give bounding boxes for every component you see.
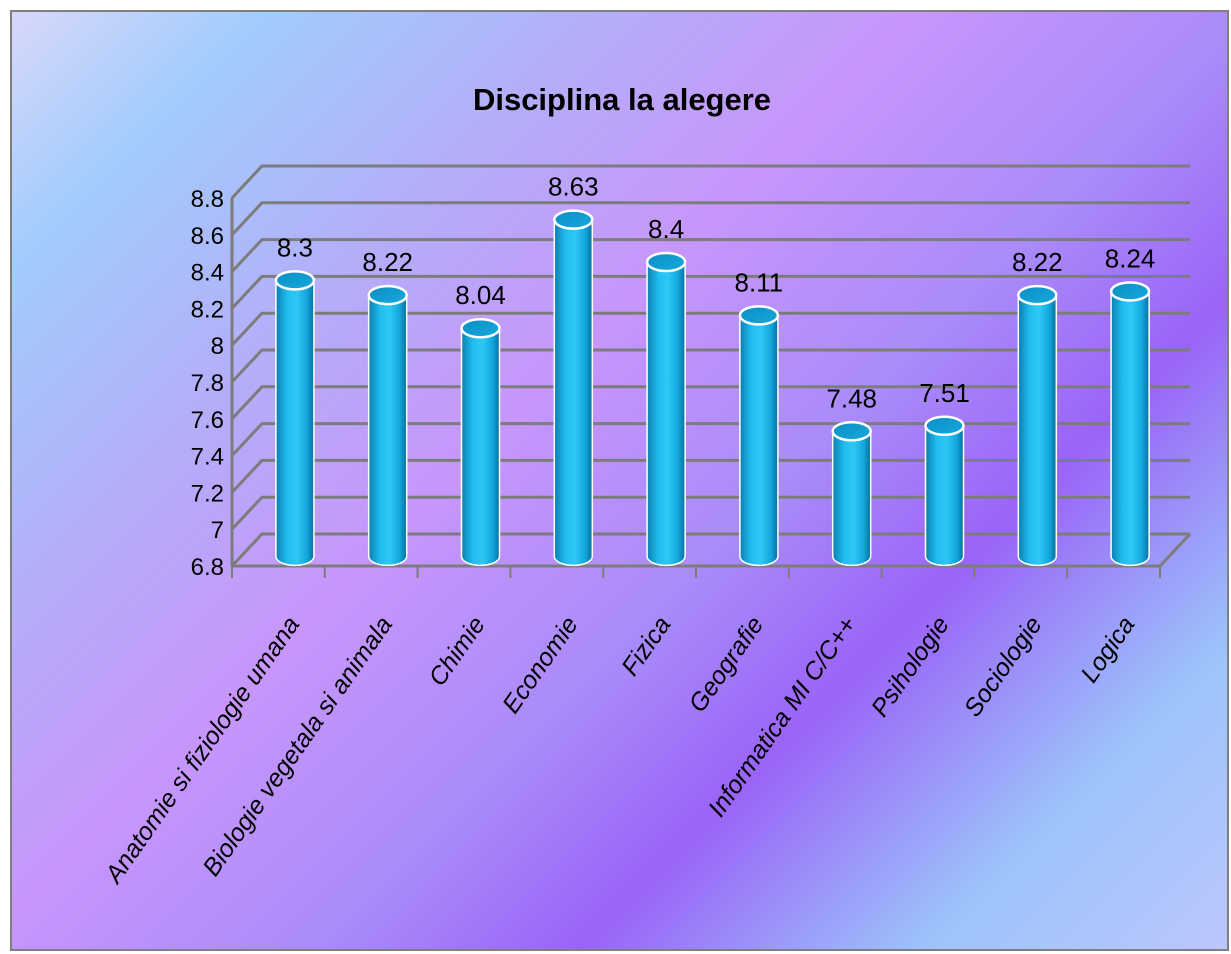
bar-top [1017,284,1058,306]
data-label: 8.04 [455,280,506,310]
bar-body [275,279,315,567]
bar [1017,284,1058,567]
x-tick-label: Economie [497,611,584,718]
bar-top [924,415,965,437]
bars [274,209,1151,567]
y-tick-label: 7.8 [191,370,224,397]
data-label: 8.24 [1105,243,1156,273]
gridline [230,495,1190,531]
gridline [230,532,1190,568]
bar [645,251,687,567]
data-label: 8.63 [548,172,599,202]
bar-body [367,294,408,567]
bar [553,209,594,567]
x-tick-label: Sociologie [959,611,1048,722]
bar-top [460,317,501,339]
y-tick-label: 8 [211,333,224,360]
x-tick-label: Chimie [423,611,491,691]
data-label: 8.4 [648,214,684,244]
bar-body [553,218,594,567]
bar [460,317,501,567]
y-tick-label: 8.4 [191,260,224,287]
gridline [230,311,1190,347]
x-tick-label: Anatomie si fiziologie umana [99,611,306,889]
bar-top [738,305,780,326]
bar [924,415,965,567]
bar [274,270,316,567]
bar-body [646,261,686,567]
data-label: 8.3 [277,232,313,262]
data-label: 8.11 [735,267,784,297]
x-tick-label: Biologie vegetala si animala [197,611,398,881]
chart-title: Disciplina la alegere [473,82,771,117]
y-tick-label: 6.8 [191,554,224,581]
bar [367,284,408,567]
bar-body [924,425,965,567]
gridline [230,238,1190,273]
bar-top [367,284,408,306]
bar-body [460,327,501,567]
y-tick-label: 7 [211,517,224,544]
y-axis-ticks: 6.8 7 7.2 7.4 7.6 7.8 8 8.2 8.4 8.6 8.8 [191,186,224,581]
data-labels: 8.3 8.22 8.04 8.63 8.4 8.11 7.48 7.51 8.22 8.24 [277,172,1156,414]
bar-top [645,251,687,273]
y-tick-label: 8.8 [191,186,224,213]
bar-top [1109,281,1151,302]
gridline [230,274,1190,310]
bar-body [1110,290,1150,567]
y-tick-label: 8.6 [191,223,224,250]
data-label: 7.48 [826,383,877,413]
x-tick-label: Logica [1075,611,1140,687]
y-tick-label: 8.2 [191,296,224,323]
data-label: 8.22 [1012,247,1063,277]
y-tick-label: 7.4 [191,444,224,471]
data-label: 8.22 [362,247,413,277]
bar-top [274,270,316,291]
chart-svg: Disciplina la alegere 6.8 7 7.2 7.4 7.6 7.8 8 8… [99,82,1192,890]
bar-top [553,209,594,230]
x-tick-label: Psihologie [866,611,955,722]
chart-area: Disciplina la alegere 6.8 7 7.2 7.4 7.6 7.8 8 8… [10,10,1229,951]
gridline [230,164,1190,200]
gridlines [230,164,1192,578]
y-tick-label: 7.6 [191,407,224,434]
gridline [230,201,1190,236]
y-tick-label: 7.2 [191,480,224,507]
bar-body [1017,294,1058,567]
bar [831,421,872,567]
gridline [230,385,1190,420]
bar [738,305,780,567]
x-tick-label: Fizica [616,611,676,681]
gridline [230,458,1190,494]
gridline [230,422,1190,457]
data-label: 7.51 [919,378,970,408]
bar-top [831,421,872,442]
x-tick-label: Geografie [683,611,769,717]
bar [1109,281,1151,567]
bar-body [831,430,872,567]
gridline [230,348,1190,384]
bar-body [739,314,779,567]
